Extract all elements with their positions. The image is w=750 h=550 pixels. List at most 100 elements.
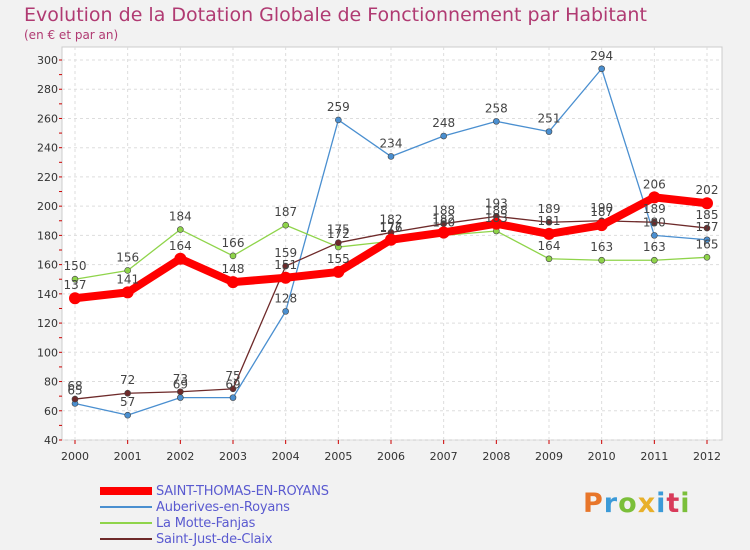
data-label: 184	[169, 210, 192, 224]
data-label: 251	[538, 112, 561, 126]
data-point	[229, 394, 237, 401]
data-label: 180	[643, 215, 666, 229]
data-point	[437, 226, 450, 239]
data-point	[545, 128, 553, 135]
data-label: 151	[274, 258, 297, 272]
data-point	[490, 217, 503, 230]
data-label: 128	[274, 291, 297, 305]
logo-letter: x	[637, 488, 657, 519]
legend-item-la-motte: La Motte-Fanjas	[100, 515, 329, 531]
x-tick-label: 2008	[482, 450, 510, 463]
data-label: 176	[380, 221, 403, 235]
data-label: 182	[432, 212, 455, 226]
x-tick-label: 2012	[693, 450, 721, 463]
data-point	[703, 236, 711, 244]
y-tick-label: 180	[37, 229, 58, 242]
legend: SAINT-THOMAS-EN-ROYANS Auberives-en-Roya…	[100, 483, 329, 547]
data-label: 72	[120, 373, 135, 387]
y-tick-label: 120	[37, 317, 58, 330]
data-point	[385, 233, 397, 246]
data-point	[335, 116, 342, 124]
data-label: 188	[485, 204, 508, 218]
x-tick-label: 2002	[166, 450, 194, 463]
data-label: 177	[696, 220, 719, 234]
legend-swatch	[100, 522, 152, 524]
y-tick-label: 80	[44, 376, 58, 389]
data-point	[124, 389, 131, 397]
data-label: 163	[643, 240, 666, 254]
data-point	[279, 271, 292, 284]
data-point	[71, 395, 79, 403]
data-point	[703, 224, 711, 232]
data-label: 166	[222, 236, 245, 250]
logo-letter: P	[583, 488, 604, 519]
y-tick-label: 100	[37, 346, 58, 359]
data-point	[651, 256, 658, 264]
data-label: 294	[590, 49, 613, 63]
data-label: 148	[222, 262, 245, 276]
y-tick-label: 40	[44, 434, 58, 447]
data-point	[651, 232, 658, 239]
data-label: 188	[432, 204, 455, 218]
legend-swatch	[100, 538, 152, 540]
data-label: 180	[432, 215, 455, 229]
data-label: 159	[274, 246, 297, 260]
data-point	[648, 191, 661, 204]
y-tick-label: 240	[37, 142, 58, 155]
data-label: 68	[67, 379, 82, 393]
data-point	[332, 265, 345, 278]
data-label: 69	[225, 378, 240, 392]
data-point	[440, 132, 447, 140]
y-tick-label: 200	[37, 200, 58, 213]
logo-letter: i	[656, 488, 667, 519]
logo-letter: o	[618, 488, 638, 519]
data-label: 165	[696, 237, 719, 251]
x-tick-label: 2000	[61, 450, 89, 463]
data-label: 164	[538, 239, 561, 253]
data-label: 189	[538, 202, 561, 216]
data-point	[177, 388, 184, 396]
data-label: 156	[116, 250, 139, 264]
data-label: 69	[173, 378, 188, 392]
data-point	[282, 308, 289, 315]
data-point	[282, 221, 289, 229]
y-tick-label: 260	[37, 112, 58, 125]
x-tick-label: 2003	[219, 450, 247, 463]
legend-swatch	[100, 506, 152, 508]
logo-letter: i	[680, 488, 691, 519]
data-point	[703, 254, 711, 261]
y-tick-label: 160	[37, 259, 58, 272]
data-point	[177, 226, 184, 233]
data-label: 172	[327, 227, 350, 241]
data-label: 248	[432, 116, 455, 130]
data-point	[174, 252, 187, 265]
data-point	[282, 262, 289, 270]
y-tick-label: 220	[37, 171, 58, 184]
proxiti-logo: Proxiti	[583, 488, 691, 519]
legend-label: La Motte-Fanjas	[156, 515, 256, 531]
data-point	[335, 239, 342, 246]
logo-letter: t	[666, 488, 681, 519]
data-point	[598, 256, 605, 264]
y-tick-label: 60	[44, 405, 58, 418]
data-point	[177, 394, 184, 401]
data-label: 175	[327, 223, 350, 237]
legend-item-saint-thomas: SAINT-THOMAS-EN-ROYANS	[100, 483, 329, 499]
data-label: 193	[485, 196, 508, 210]
data-label: 259	[327, 100, 350, 114]
legend-label: Saint-Just-de-Claix	[156, 531, 273, 547]
data-label: 189	[643, 202, 666, 216]
x-tick-label: 2005	[324, 450, 352, 463]
chart-subtitle: (en € et par an)	[24, 28, 119, 42]
data-label: 258	[485, 101, 508, 115]
data-point	[387, 153, 395, 160]
line-chart: 40 60 80 100 120 140 160 180 200 220 240 260 280 300 2…	[37, 46, 723, 463]
data-label: 190	[590, 201, 613, 215]
data-label: 183	[485, 211, 508, 225]
x-tick-label: 2007	[430, 450, 458, 463]
legend-item-auberives: Auberives-en-Royans	[100, 499, 329, 515]
data-label: 185	[696, 208, 719, 222]
data-point	[598, 65, 605, 73]
x-tick-label: 2010	[588, 450, 616, 463]
data-point	[595, 219, 608, 232]
